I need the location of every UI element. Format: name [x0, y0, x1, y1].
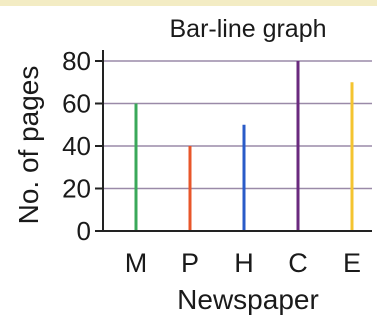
x-tick-label-h: H [234, 248, 254, 278]
y-tick-label: 60 [62, 89, 91, 119]
y-tick-label: 0 [77, 216, 91, 246]
x-tick-label-c: C [288, 248, 308, 278]
x-tick-label-p: P [181, 248, 199, 278]
x-axis-label: Newspaper [177, 284, 319, 315]
bar-lines [134, 61, 354, 231]
x-tick-label-m: M [125, 248, 148, 278]
top-band [0, 0, 377, 6]
y-axis-label: No. of pages [13, 66, 44, 225]
y-tick-label: 40 [62, 131, 91, 161]
y-tick-label: 20 [62, 174, 91, 204]
x-tick-label-e: E [343, 248, 361, 278]
grid-lines [103, 60, 372, 190]
chart-title: Bar-line graph [169, 15, 326, 43]
y-tick-label: 80 [62, 46, 91, 76]
y-ticks: 0 20 40 60 80 [62, 46, 103, 246]
